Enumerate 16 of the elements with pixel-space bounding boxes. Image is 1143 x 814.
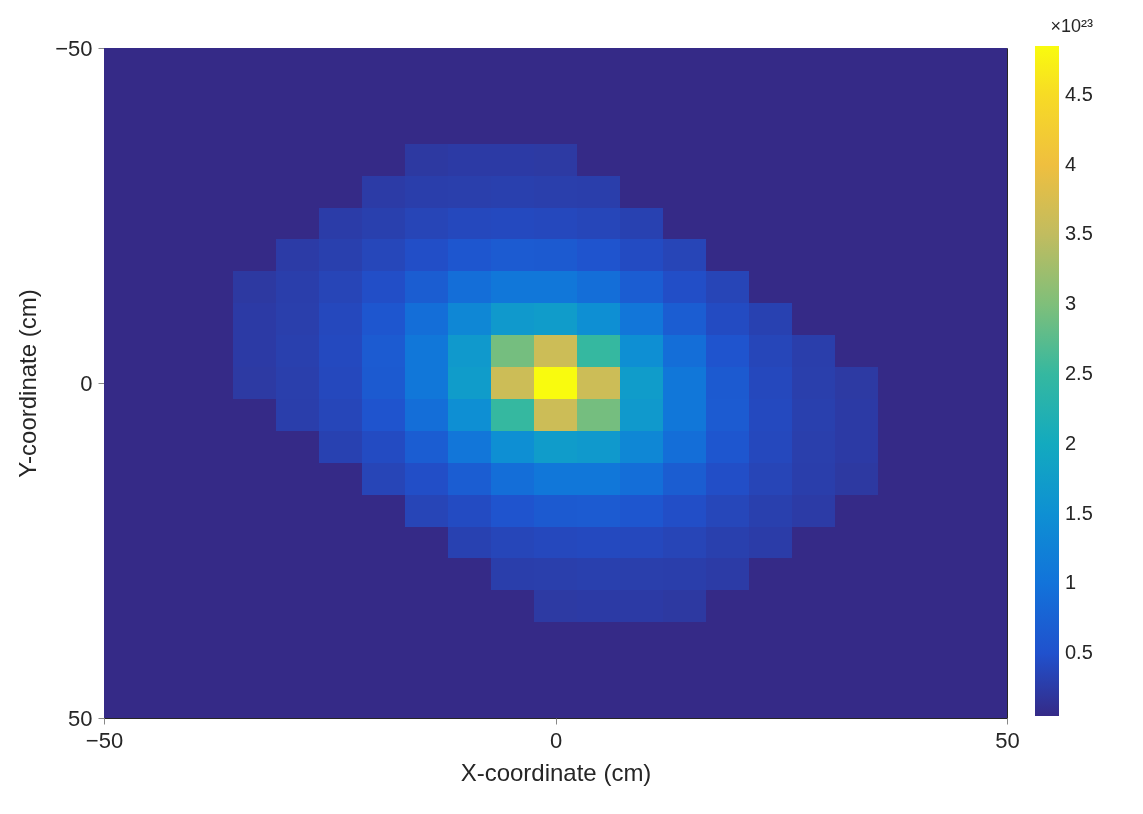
y-tick-label: 0	[80, 370, 93, 396]
y-tick-label: −50	[55, 35, 93, 61]
color-bar-label: 3.5	[1065, 222, 1093, 245]
color-bar-label: 2	[1065, 431, 1077, 454]
x-tick-label: 50	[995, 727, 1020, 753]
color-bar-label: 3	[1065, 292, 1077, 315]
y-axis-title: Y-coordinate (cm)	[14, 289, 42, 478]
color-bar-label: 4	[1065, 152, 1077, 175]
color-bar-title: ×10²³	[1050, 16, 1093, 36]
color-bar-label: 2.5	[1065, 362, 1093, 385]
color-bar-label: 1	[1065, 571, 1077, 594]
color-bar-label: 0.5	[1065, 641, 1093, 664]
color-bar-label: 1.5	[1065, 501, 1093, 524]
x-axis-title: X-coordinate (cm)	[460, 758, 652, 786]
color-bar-label: 4.5	[1065, 82, 1093, 105]
x-tick-label: 0	[549, 727, 563, 753]
